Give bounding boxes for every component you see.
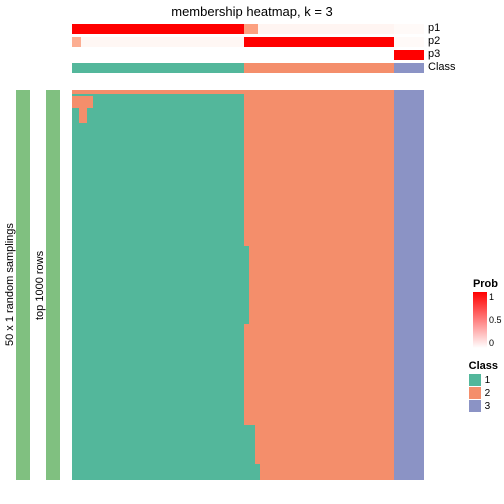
legend-prob-tick: 0 [489, 338, 502, 348]
row-annot-inner-bar [46, 90, 60, 480]
heatmap-noise [244, 246, 249, 324]
heatmap-noise [244, 425, 255, 464]
legend-prob-title: Prob [473, 278, 498, 290]
track-label-p3: p3 [428, 48, 440, 60]
track-label-p1: p1 [428, 22, 440, 34]
track-segment [394, 50, 424, 60]
legend-item-label: 1 [485, 375, 491, 386]
legend-prob: Prob 1 0.5 0 [473, 278, 498, 348]
track-segment [394, 24, 424, 34]
legend-prob-tick: 1 [489, 292, 502, 302]
heatmap-col-class3 [394, 90, 424, 480]
track-label-p2: p2 [428, 35, 440, 47]
track-label-class: Class [428, 61, 456, 73]
track-segment [244, 37, 394, 47]
heatmap-col-class2 [244, 90, 394, 480]
heatmap-area [72, 24, 424, 480]
track-segment [72, 24, 244, 34]
legend-swatch [469, 374, 481, 386]
membership-heatmap: { "title": "membership heatmap, k = 3", … [0, 0, 504, 504]
track-segment [394, 37, 424, 47]
heatmap-noise [244, 464, 260, 480]
heatmap-noise [79, 108, 87, 124]
track-segment [81, 37, 244, 47]
legend-prob-gradient [473, 292, 487, 348]
track-segment [72, 63, 244, 73]
track-segment [72, 37, 81, 47]
legend-class: Class 1 2 3 [469, 360, 498, 412]
track-segment [394, 63, 424, 73]
track-p1 [72, 24, 424, 34]
track-class [72, 63, 424, 73]
track-segment [244, 24, 258, 34]
heatmap-noise [72, 96, 93, 108]
track-segment [244, 63, 394, 73]
heatmap-body [72, 90, 424, 480]
row-annot-inner-label: top 1000 rows [34, 90, 46, 480]
track-p3 [72, 50, 424, 60]
legend-prob-tick: 0.5 [489, 315, 502, 325]
track-segment [72, 50, 394, 60]
row-annot-outer-label: 50 x 1 random samplings [4, 90, 16, 480]
legend-class-item: 3 [469, 400, 498, 412]
heatmap-noise [72, 90, 244, 94]
chart-title: membership heatmap, k = 3 [0, 4, 504, 19]
legend-class-item: 1 [469, 374, 498, 386]
legend-class-item: 2 [469, 387, 498, 399]
legend-swatch [469, 400, 481, 412]
track-p2 [72, 37, 424, 47]
heatmap-col-class1 [72, 90, 244, 480]
legend-item-label: 2 [485, 388, 491, 399]
track-segment [258, 24, 394, 34]
row-annot-outer-bar [16, 90, 30, 480]
legend-item-label: 3 [485, 401, 491, 412]
legend-class-title: Class [469, 360, 498, 372]
legend-prob-ticks: 1 0.5 0 [489, 292, 502, 348]
legend-swatch [469, 387, 481, 399]
